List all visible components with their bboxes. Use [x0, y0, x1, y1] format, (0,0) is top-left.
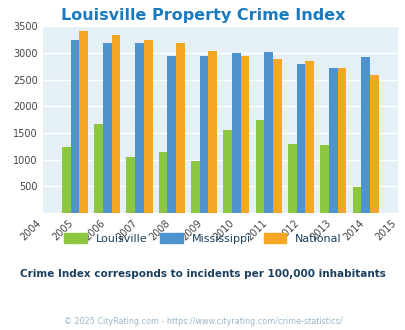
Bar [273, 59, 281, 213]
Bar [208, 51, 217, 213]
Bar [126, 157, 135, 213]
Legend: Louisville, Mississippi, National: Louisville, Mississippi, National [60, 228, 345, 248]
Text: © 2025 CityRating.com - https://www.cityrating.com/crime-statistics/: © 2025 CityRating.com - https://www.city… [64, 317, 341, 326]
Bar [337, 68, 345, 213]
Bar [70, 40, 79, 213]
Bar [240, 56, 249, 213]
Bar [223, 130, 232, 213]
Bar [296, 64, 305, 213]
Bar [111, 35, 120, 213]
Bar [360, 57, 369, 213]
Bar [232, 53, 240, 213]
Bar [167, 56, 176, 213]
Bar [328, 68, 337, 213]
Bar [158, 152, 167, 213]
Bar [264, 52, 273, 213]
Bar [135, 44, 143, 213]
Bar [305, 61, 313, 213]
Bar [62, 147, 70, 213]
Text: Crime Index corresponds to incidents per 100,000 inhabitants: Crime Index corresponds to incidents per… [20, 269, 385, 279]
Bar [176, 43, 184, 213]
Bar [102, 43, 111, 213]
Bar [94, 124, 102, 213]
Bar [320, 145, 328, 213]
Bar [79, 31, 88, 213]
Bar [287, 144, 296, 213]
Bar [369, 76, 378, 213]
Bar [143, 40, 152, 213]
Bar [191, 161, 199, 213]
Bar [352, 187, 360, 213]
Bar [199, 56, 208, 213]
Bar [255, 120, 264, 213]
Text: Louisville Property Crime Index: Louisville Property Crime Index [61, 8, 344, 23]
